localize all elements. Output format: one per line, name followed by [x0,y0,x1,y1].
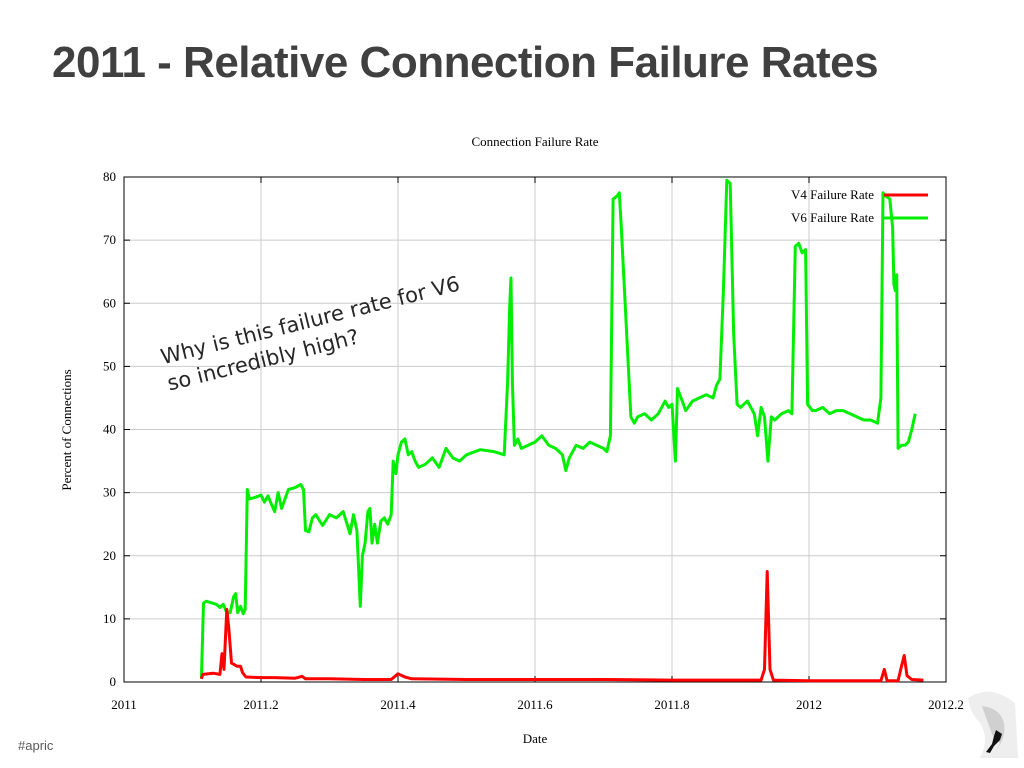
footer-hashtag: #apric [18,738,54,753]
y-tick-label: 20 [103,548,116,563]
y-tick-label: 80 [103,169,116,184]
y-tick-label: 40 [103,422,116,437]
nz-map-icon [986,730,1002,753]
x-tick-label: 2011.2 [243,697,278,712]
y-tick-label: 30 [103,485,116,500]
y-axis-title: Percent of Connections [59,369,74,490]
series-line-v6-failure-rate [199,178,917,679]
y-tick-label: 60 [103,295,116,310]
x-tick-label: 2012 [796,697,822,712]
y-tick-label: 50 [103,358,116,373]
x-tick-label: 2011.4 [380,697,416,712]
y-tick-label: 0 [110,674,117,689]
series-line-v4-failure-rate [199,570,924,683]
legend-label: V6 Failure Rate [791,210,874,225]
x-tick-label: 2011 [111,697,137,712]
y-tick-label: 10 [103,611,116,626]
legend-label: V4 Failure Rate [791,187,874,202]
slide-title: 2011 - Relative Connection Failure Rates [52,38,879,87]
kiwi-logo [968,691,1018,758]
x-tick-label: 2011.6 [517,697,553,712]
legend: V4 Failure Rate V6 Failure Rate [791,187,928,225]
x-axis-title: Date [523,731,548,746]
x-tick-label: 2011.8 [654,697,689,712]
chart-title: Connection Failure Rate [471,134,598,149]
y-tick-label: 70 [103,232,116,247]
x-tick-label: 2012.2 [928,697,964,712]
